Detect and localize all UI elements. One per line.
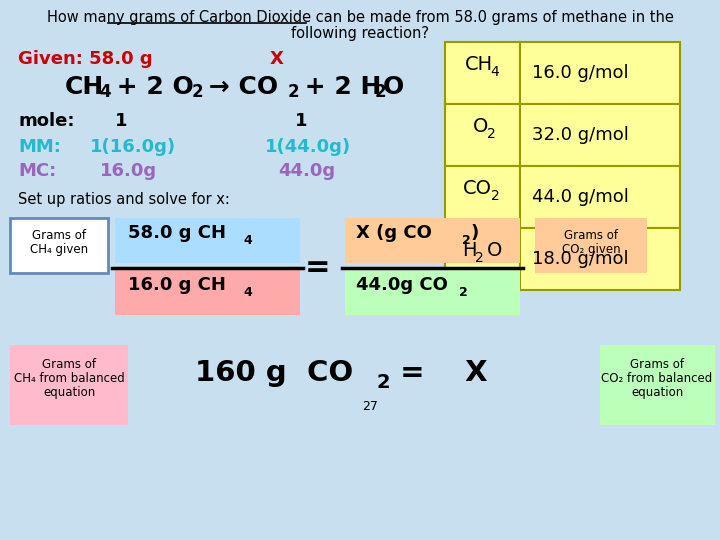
Bar [520,228,680,290]
Text: CH₄ given: CH₄ given [30,243,88,256]
Text: 4: 4 [243,233,252,246]
Text: 1(44.0g): 1(44.0g) [265,138,351,156]
Text: 1: 1 [295,112,307,130]
Text: Given: 58.0 g: Given: 58.0 g [18,50,153,68]
Text: O: O [383,75,404,99]
Text: + 2 H: + 2 H [296,75,382,99]
Bar [345,218,520,263]
Text: O: O [487,240,502,260]
Text: CO₂ from balanced: CO₂ from balanced [601,372,713,385]
Bar [10,345,128,425]
Bar [520,104,680,166]
Text: following reaction?: following reaction? [291,26,429,41]
Text: O: O [472,117,488,136]
Text: CH₄ from balanced: CH₄ from balanced [14,372,125,385]
Text: + 2 O: + 2 O [108,75,194,99]
Bar [520,166,680,228]
Text: equation: equation [43,386,95,399]
Text: MM:: MM: [18,138,61,156]
Text: 32.0 g/mol: 32.0 g/mol [532,126,629,144]
Text: 2: 2 [490,189,499,203]
Text: CH: CH [464,55,492,73]
Text: 16.0g: 16.0g [100,162,157,180]
Text: 44.0g: 44.0g [278,162,335,180]
Text: 4: 4 [490,65,499,79]
Bar [520,42,680,104]
Text: 58.0 g CH: 58.0 g CH [128,224,226,242]
Text: 1: 1 [115,112,127,130]
Bar [345,270,520,315]
Text: 1(16.0g): 1(16.0g) [90,138,176,156]
Text: mole:: mole: [18,112,74,130]
Text: Grams of: Grams of [564,229,618,242]
Text: 2: 2 [462,233,471,246]
Text: equation: equation [631,386,683,399]
Text: 160 g  CO: 160 g CO [195,359,354,387]
Text: 4: 4 [99,83,111,101]
Bar [445,228,520,290]
Bar [10,218,108,273]
Bar [535,218,647,273]
Text: 2: 2 [288,83,300,101]
Text: CO₂ given: CO₂ given [562,243,621,256]
Text: =    X: = X [390,359,487,387]
Text: MC:: MC: [18,162,56,180]
Text: =: = [305,253,330,282]
Text: 44.0 g/mol: 44.0 g/mol [532,188,629,206]
Bar [115,270,300,315]
Text: X: X [270,50,284,68]
Text: → CO: → CO [200,75,278,99]
Text: 2: 2 [474,251,483,265]
Text: 2: 2 [487,127,495,141]
Text: Grams of: Grams of [630,358,684,371]
Text: CO: CO [462,179,492,198]
Text: 2: 2 [192,83,204,101]
Bar [445,166,520,228]
Text: 44.0g CO: 44.0g CO [356,276,448,294]
Text: Set up ratios and solve for x:: Set up ratios and solve for x: [18,192,230,207]
Bar [445,42,520,104]
Text: Grams of: Grams of [32,229,86,242]
Text: 4: 4 [243,286,252,299]
Text: ): ) [470,224,478,242]
Text: 2: 2 [459,286,468,299]
Text: 27: 27 [362,400,378,413]
Text: 2: 2 [377,373,391,392]
Text: 16.0 g CH: 16.0 g CH [128,276,226,294]
Text: Grams of: Grams of [42,358,96,371]
Text: CH: CH [65,75,104,99]
Text: H: H [462,240,477,260]
Text: 18.0 g/mol: 18.0 g/mol [532,250,629,268]
Text: 2: 2 [375,83,387,101]
Bar [115,218,300,263]
Bar [445,104,520,166]
Bar [600,345,715,425]
Text: How many grams of Carbon Dioxide can be made from 58.0 grams of methane in the: How many grams of Carbon Dioxide can be … [47,10,673,25]
Text: 16.0 g/mol: 16.0 g/mol [532,64,629,82]
Text: X (g CO: X (g CO [356,224,432,242]
